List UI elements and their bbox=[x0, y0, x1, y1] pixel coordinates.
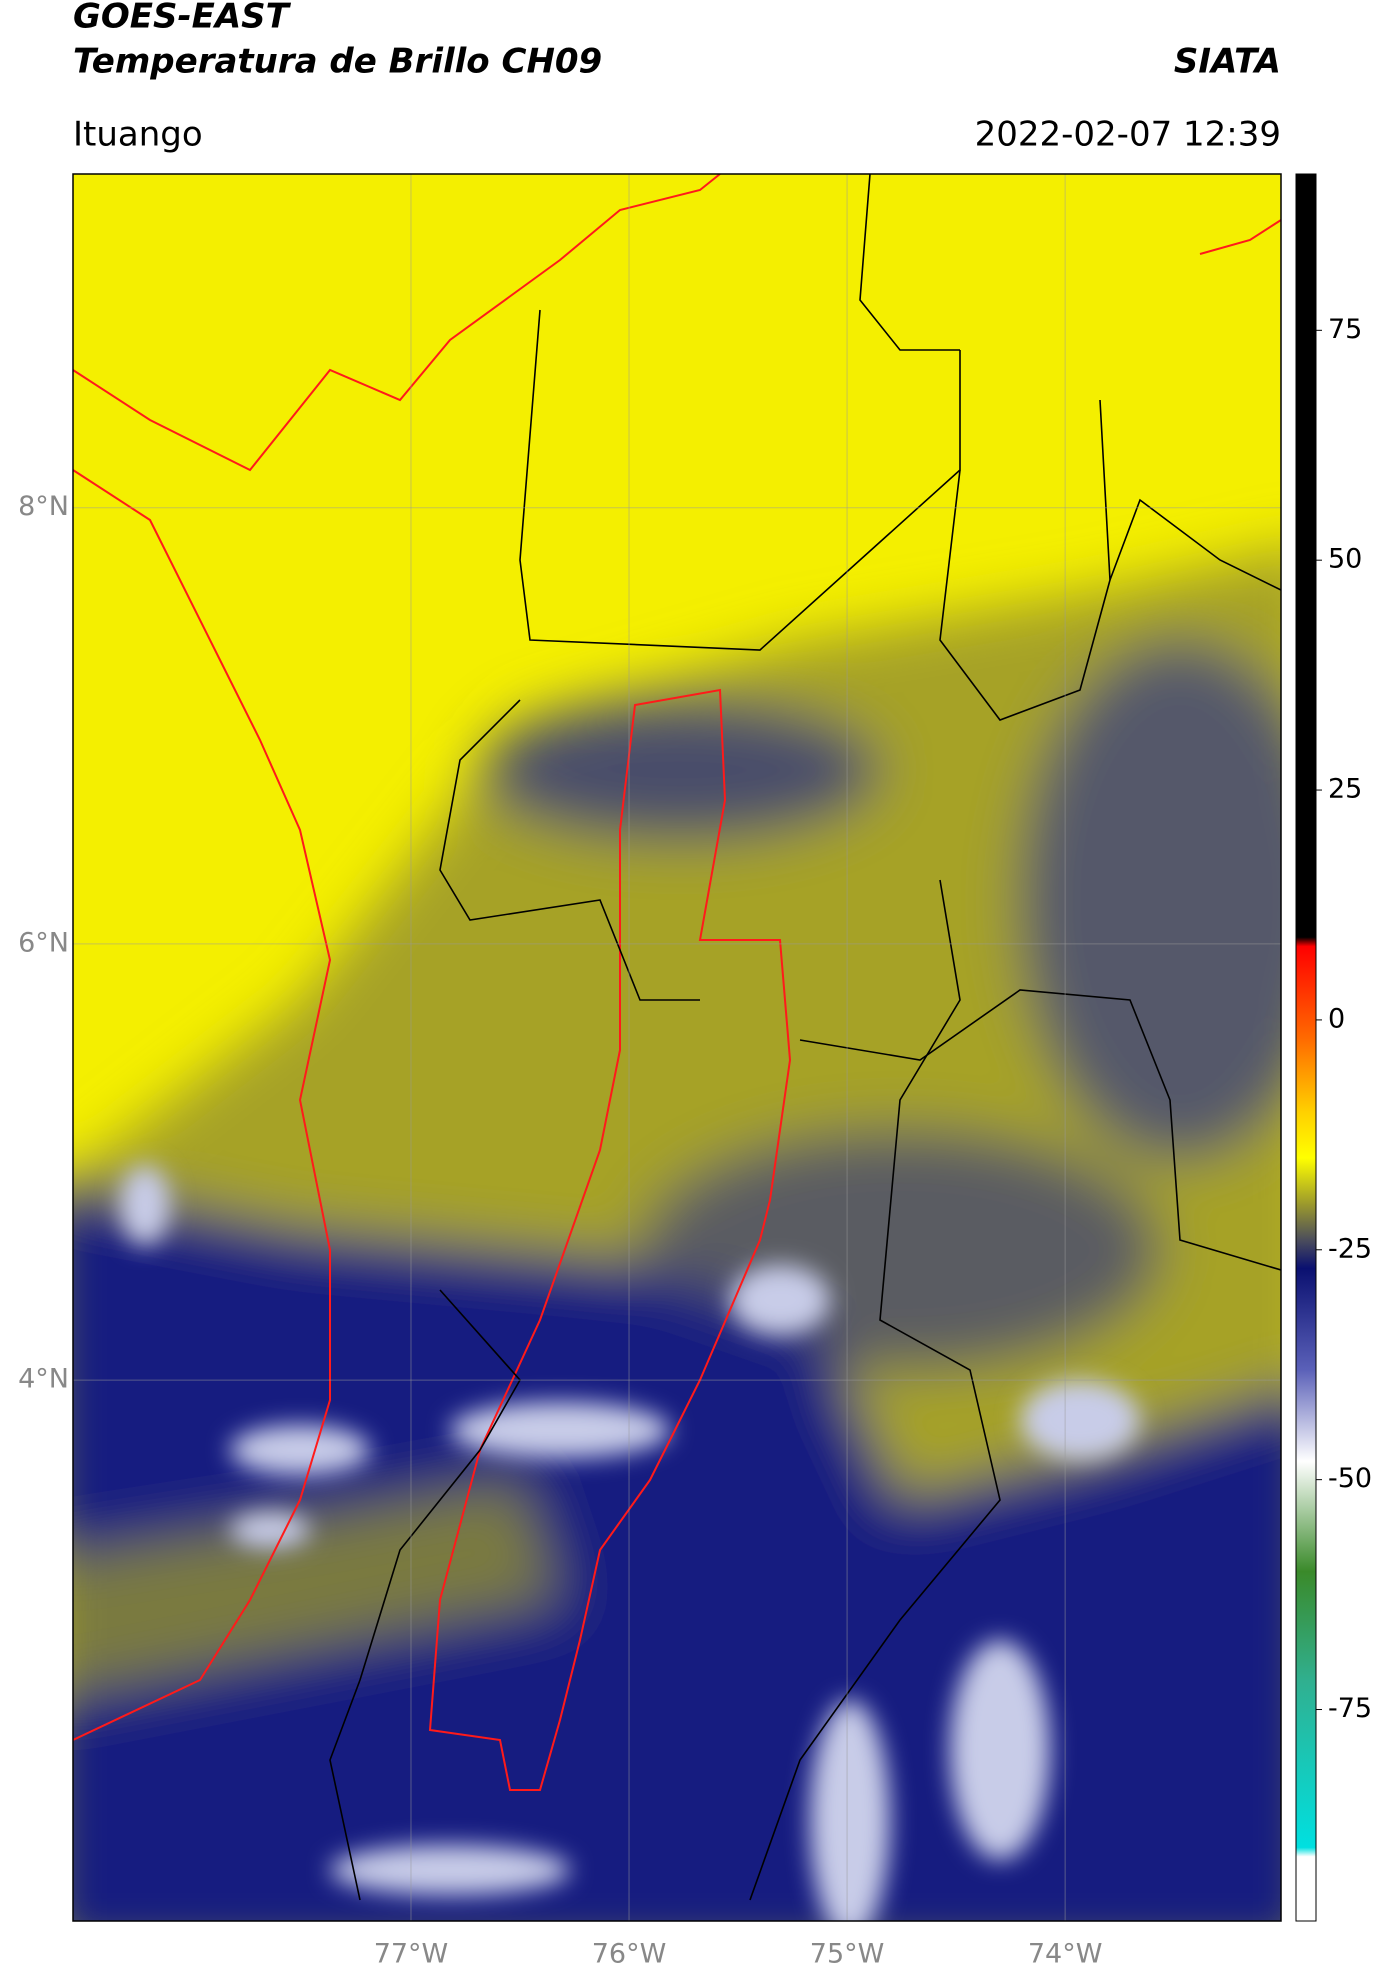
x-tick-label: 76°W bbox=[592, 1939, 667, 1970]
graticule bbox=[73, 174, 1281, 1921]
y-tick-label: 6°N bbox=[18, 927, 69, 958]
satellite-image bbox=[73, 174, 1281, 1921]
colorbar-tick-label: 75 bbox=[1328, 314, 1362, 345]
x-tick-label: 75°W bbox=[810, 1939, 885, 1970]
x-tick-label: 74°W bbox=[1028, 1939, 1103, 1970]
colorbar bbox=[1295, 173, 1317, 1922]
subtitle: Temperatura de Brillo CH09 bbox=[73, 42, 602, 82]
y-tick-label: 8°N bbox=[18, 491, 69, 522]
location: Ituango bbox=[73, 115, 203, 155]
colorbar-tick-label: 50 bbox=[1328, 544, 1362, 575]
y-tick-label: 4°N bbox=[18, 1364, 69, 1395]
colorbar-tick-label: -75 bbox=[1328, 1693, 1372, 1724]
colorbar-tick-label: -25 bbox=[1328, 1233, 1372, 1264]
x-tick-label: 77°W bbox=[374, 1939, 449, 1970]
title: GOES-EAST bbox=[73, 0, 292, 37]
colorbar-tick-label: 25 bbox=[1328, 774, 1362, 805]
colorbar-tick-label: -50 bbox=[1328, 1463, 1372, 1494]
map-frame bbox=[72, 173, 1282, 1922]
source: SIATA bbox=[1174, 42, 1281, 82]
datetime: 2022-02-07 12:39 bbox=[975, 115, 1281, 155]
colorbar-tick-label: 0 bbox=[1328, 1003, 1345, 1034]
